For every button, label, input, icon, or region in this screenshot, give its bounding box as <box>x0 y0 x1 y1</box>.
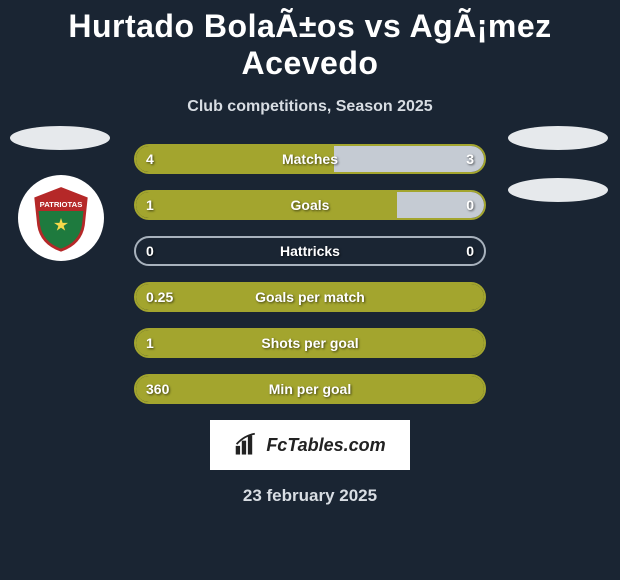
stat-row: 1 Shots per goal <box>134 328 486 358</box>
stat-value-left: 0 <box>146 243 154 259</box>
stat-value-left: 360 <box>146 381 169 397</box>
stat-label: Goals per match <box>255 289 365 305</box>
stat-row: 0.25 Goals per match <box>134 282 486 312</box>
stat-label: Matches <box>282 151 338 167</box>
team-badge-left: PATRIOTAS <box>18 175 104 261</box>
stat-row: 360 Min per goal <box>134 374 486 404</box>
stat-value-left: 1 <box>146 197 154 213</box>
bar-right-fill <box>334 146 484 172</box>
chart-bars-icon <box>234 432 260 458</box>
stat-label: Hattricks <box>280 243 340 259</box>
stat-value-left: 1 <box>146 335 154 351</box>
stat-row: 1 0 Goals <box>134 190 486 220</box>
svg-text:PATRIOTAS: PATRIOTAS <box>40 200 83 209</box>
page-title: Hurtado BolaÃ±os vs AgÃ¡mez Acevedo <box>0 0 620 82</box>
subtitle: Club competitions, Season 2025 <box>0 98 620 116</box>
stats-container: 4 3 Matches 1 0 Goals 0 0 Hattricks 0.25 Goals per… <box>134 144 486 404</box>
stat-row: 0 0 Hattricks <box>134 236 486 266</box>
fctables-logo-card: FcTables.com <box>210 420 410 470</box>
patriotas-shield-icon: PATRIOTAS <box>26 183 96 253</box>
stat-label: Min per goal <box>269 381 351 397</box>
stat-value-right: 0 <box>466 197 474 213</box>
stat-value-left: 0.25 <box>146 289 173 305</box>
stat-label: Goals <box>291 197 330 213</box>
stat-row: 4 3 Matches <box>134 144 486 174</box>
date-label: 23 february 2025 <box>0 486 620 506</box>
decor-pill-right-1 <box>508 126 608 150</box>
stat-value-left: 4 <box>146 151 154 167</box>
stat-label: Shots per goal <box>261 335 358 351</box>
decor-pill-left <box>10 126 110 150</box>
stat-value-right: 0 <box>466 243 474 259</box>
bar-left-fill <box>136 192 397 218</box>
logo-text: FcTables.com <box>266 435 385 456</box>
stat-value-right: 3 <box>466 151 474 167</box>
decor-pill-right-2 <box>508 178 608 202</box>
